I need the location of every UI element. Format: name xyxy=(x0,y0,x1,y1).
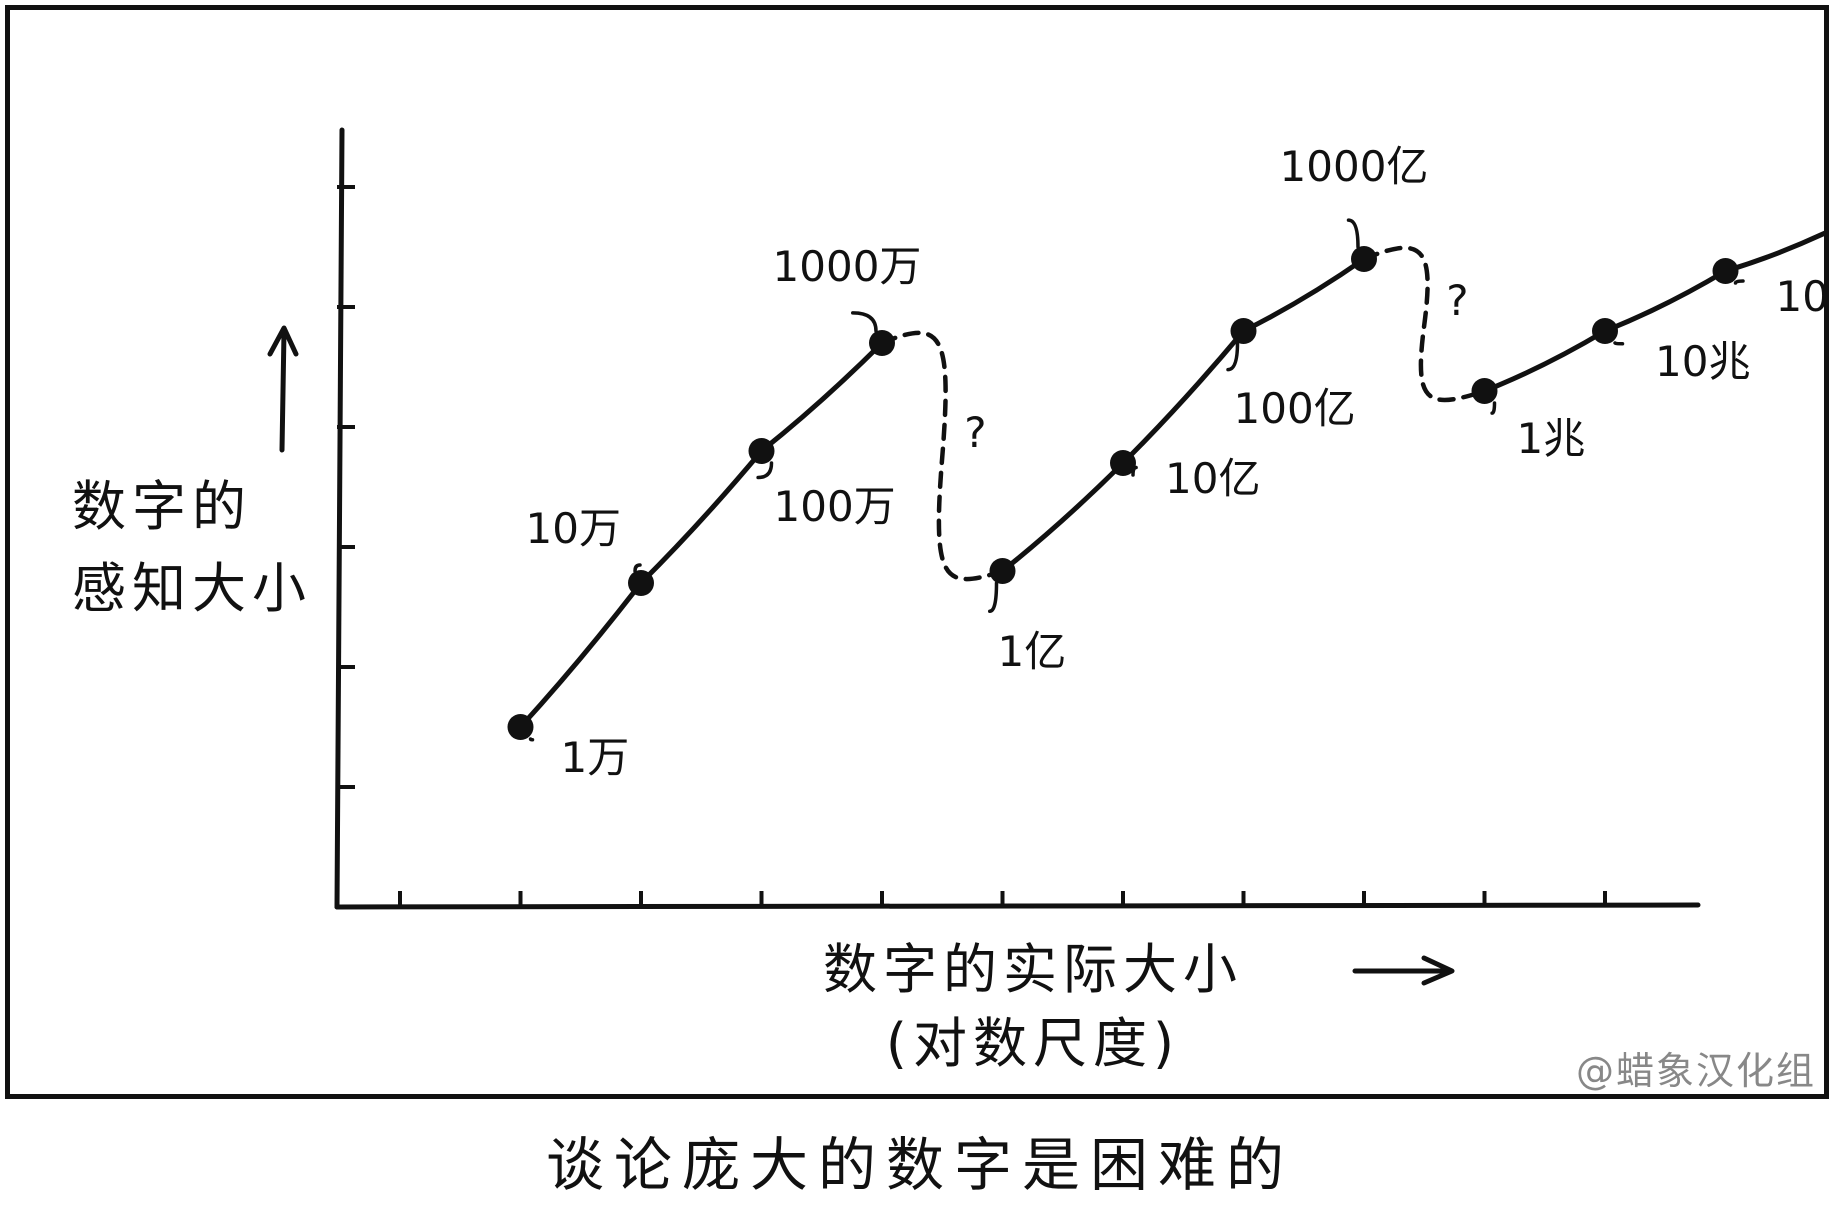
axes xyxy=(267,127,1701,986)
y-axis-arrow xyxy=(267,325,299,453)
data-point xyxy=(628,570,654,596)
question-mark: ? xyxy=(964,408,986,457)
label-leader xyxy=(1226,341,1240,372)
series-line-1 xyxy=(518,340,885,730)
chart: ?? 1万 10万 100万 1000万 1亿 10亿 100亿 1000亿 1兆 10兆 100兆… xyxy=(72,127,1825,1075)
point-labels: 1万10万100万1000万1亿10亿100亿1000亿1兆10兆100兆100… xyxy=(526,142,1825,782)
data-point xyxy=(1712,258,1739,284)
caption: 谈论庞大的数字是困难的 xyxy=(545,1131,1294,1199)
data-point xyxy=(1110,450,1136,476)
point-label: 10亿 xyxy=(1165,454,1260,503)
point-label: 100兆 xyxy=(1776,272,1825,321)
dashed-transition xyxy=(879,330,1005,582)
y-axis-label: 数字的 xyxy=(72,475,252,538)
point-label: 100亿 xyxy=(1234,384,1356,433)
point-label: 100万 xyxy=(774,482,896,531)
label-leader xyxy=(851,311,878,333)
label-leader xyxy=(1613,341,1625,346)
point-label: 1万 xyxy=(561,733,630,782)
label-leader xyxy=(1490,401,1497,415)
point-label: 1兆 xyxy=(1517,414,1586,463)
x-axis-line xyxy=(334,902,1701,910)
data-point xyxy=(869,330,895,356)
data-point xyxy=(507,714,534,740)
x-axis-label: 数字的实际大小 xyxy=(823,938,1243,1001)
label-leader xyxy=(633,563,642,573)
label-leader xyxy=(988,581,999,613)
x-axis-note: (对数尺度) xyxy=(886,1012,1180,1075)
question-mark: ? xyxy=(1446,276,1468,325)
y-axis-line xyxy=(334,127,345,910)
dashed-transitions: ?? xyxy=(879,245,1487,582)
data-point xyxy=(1471,378,1498,404)
label-leader xyxy=(756,461,774,480)
series-lines xyxy=(518,230,1824,730)
x-axis-arrow xyxy=(1352,955,1455,986)
point-label: 10兆 xyxy=(1655,337,1750,386)
point-label: 1000亿 xyxy=(1280,142,1429,191)
label-leader xyxy=(1131,465,1138,477)
label-leader xyxy=(528,737,535,742)
label-leader xyxy=(1733,279,1745,285)
data-point xyxy=(1592,318,1618,344)
label-leader xyxy=(1346,218,1360,249)
data-points xyxy=(507,246,1739,740)
data-point xyxy=(748,438,775,464)
data-point xyxy=(1230,318,1257,344)
series-line-3 xyxy=(1482,230,1824,394)
credit-watermark: @蜡象汉化组 xyxy=(1575,1049,1816,1093)
point-label: 1亿 xyxy=(998,627,1067,676)
series-line-2 xyxy=(1000,256,1367,574)
data-point xyxy=(1351,246,1377,272)
point-label: 10万 xyxy=(526,504,621,553)
data-point xyxy=(989,558,1016,584)
comic-panel: ?? 1万 10万 100万 1000万 1亿 10亿 100亿 1000亿 1兆 10兆 100兆… xyxy=(5,5,1829,1099)
point-label: 1000万 xyxy=(773,242,922,291)
y-axis-label: 感知大小 xyxy=(72,557,312,620)
dashed-transition xyxy=(1361,245,1487,403)
